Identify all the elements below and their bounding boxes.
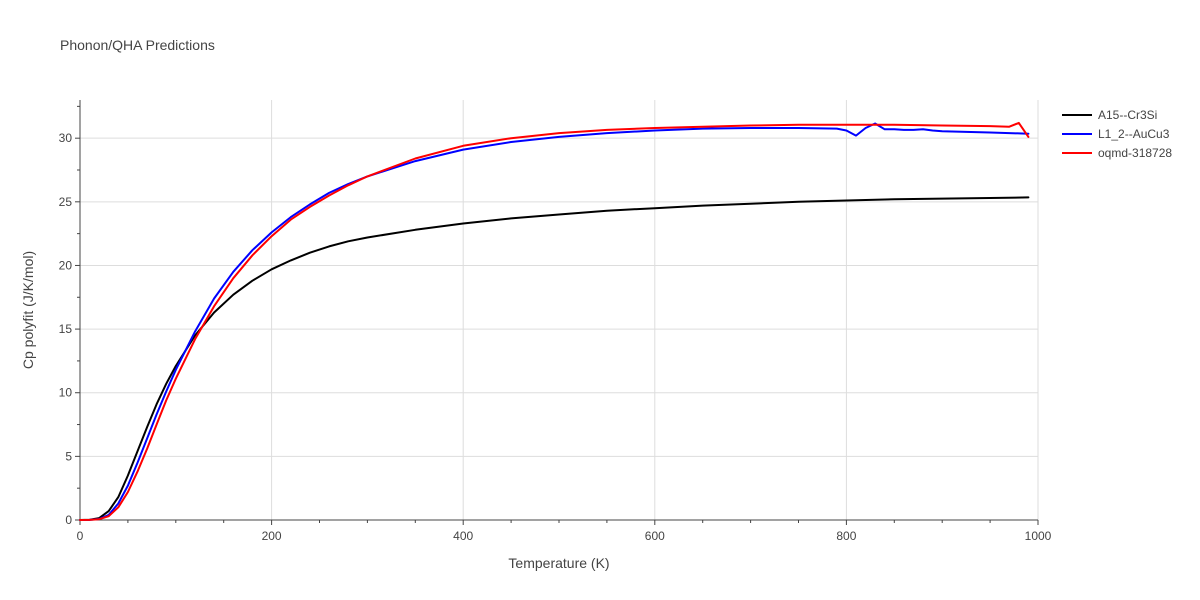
x-tick-label: 200 <box>262 529 282 543</box>
series-line-2 <box>79 122 1030 521</box>
y-tick-label: 10 <box>59 386 73 400</box>
axes <box>75 100 1039 525</box>
y-tick-label: 5 <box>65 449 72 463</box>
x-tick-label: 400 <box>453 529 473 543</box>
legend-label: oqmd-318728 <box>1098 146 1172 160</box>
y-tick-label: 30 <box>59 131 73 145</box>
y-tick-label: 20 <box>59 258 73 272</box>
chart-title: Phonon/QHA Predictions <box>60 37 215 53</box>
x-tick-label: 800 <box>836 529 856 543</box>
legend[interactable]: A15--Cr3Si L1_2--AuCu3 oqmd-318728 <box>1062 108 1172 160</box>
x-axis-title: Temperature (K) <box>508 555 609 571</box>
legend-item-3[interactable]: oqmd-318728 <box>1062 146 1172 160</box>
x-tick-label: 1000 <box>1025 529 1052 543</box>
x-tick-label: 600 <box>645 529 665 543</box>
grid <box>80 100 1039 520</box>
legend-item-2[interactable]: L1_2--AuCu3 <box>1062 127 1170 141</box>
x-tick-label: 0 <box>77 529 84 543</box>
tick-labels: 0 200 400 600 800 1000 0 5 10 15 20 25 30 <box>59 131 1052 543</box>
legend-label: A15--Cr3Si <box>1098 108 1157 122</box>
series-line-1 <box>79 196 1030 521</box>
legend-label: L1_2--AuCu3 <box>1098 127 1170 141</box>
y-tick-label: 15 <box>59 322 73 336</box>
y-tick-label: 25 <box>59 195 73 209</box>
series-layer <box>79 121 1030 521</box>
y-tick-label: 0 <box>65 513 72 527</box>
series-line-3 <box>79 121 1030 521</box>
legend-item-1[interactable]: A15--Cr3Si <box>1062 108 1157 122</box>
y-axis-title: Cp polyfit (J/K/mol) <box>20 251 36 369</box>
